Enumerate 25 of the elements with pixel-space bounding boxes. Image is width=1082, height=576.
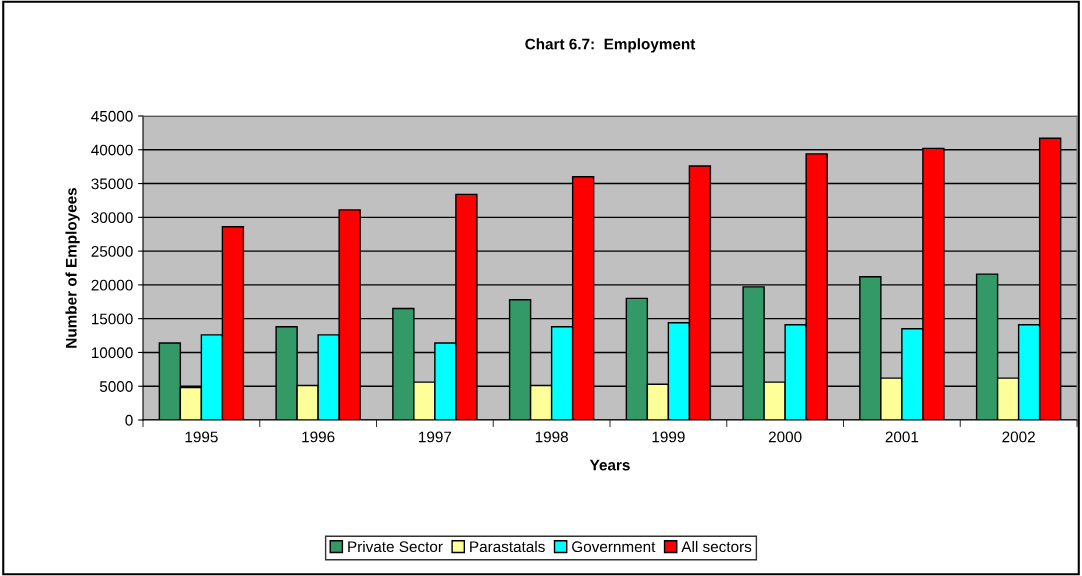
y-tick-label: 20000 bbox=[91, 279, 133, 291]
x-tick-label: 1999 bbox=[652, 431, 685, 443]
x-tick-label: 1998 bbox=[535, 431, 568, 443]
y-tick-label: 15000 bbox=[91, 313, 133, 325]
legend-label: Parastatals bbox=[470, 540, 545, 553]
x-tick-label: 1997 bbox=[419, 431, 452, 443]
y-tick-label: 5000 bbox=[99, 381, 133, 392]
y-tick-label: 30000 bbox=[91, 212, 133, 224]
x-tick-label: 2000 bbox=[768, 431, 802, 443]
y-tick-label: 10000 bbox=[91, 347, 133, 359]
y-axis-title: Number of Employees bbox=[65, 187, 80, 348]
x-tick-label: 2001 bbox=[885, 431, 919, 443]
legend-label: All sectors bbox=[681, 540, 752, 553]
x-axis-title: Years bbox=[589, 459, 630, 471]
y-tick-label: 35000 bbox=[91, 178, 133, 190]
legend-label: Private Sector bbox=[348, 540, 443, 553]
legend-label: Government bbox=[572, 541, 656, 553]
chart-title: Chart 6.7: Employment bbox=[525, 38, 696, 53]
y-tick-label: 0 bbox=[125, 414, 133, 426]
y-tick-label: 25000 bbox=[91, 245, 133, 257]
y-tick-label: 40000 bbox=[91, 144, 133, 156]
x-tick-label: 2002 bbox=[1002, 431, 1035, 443]
y-tick-label: 45000 bbox=[91, 110, 133, 122]
x-tick-label: 1995 bbox=[185, 431, 218, 443]
x-tick-label: 1996 bbox=[302, 431, 335, 443]
